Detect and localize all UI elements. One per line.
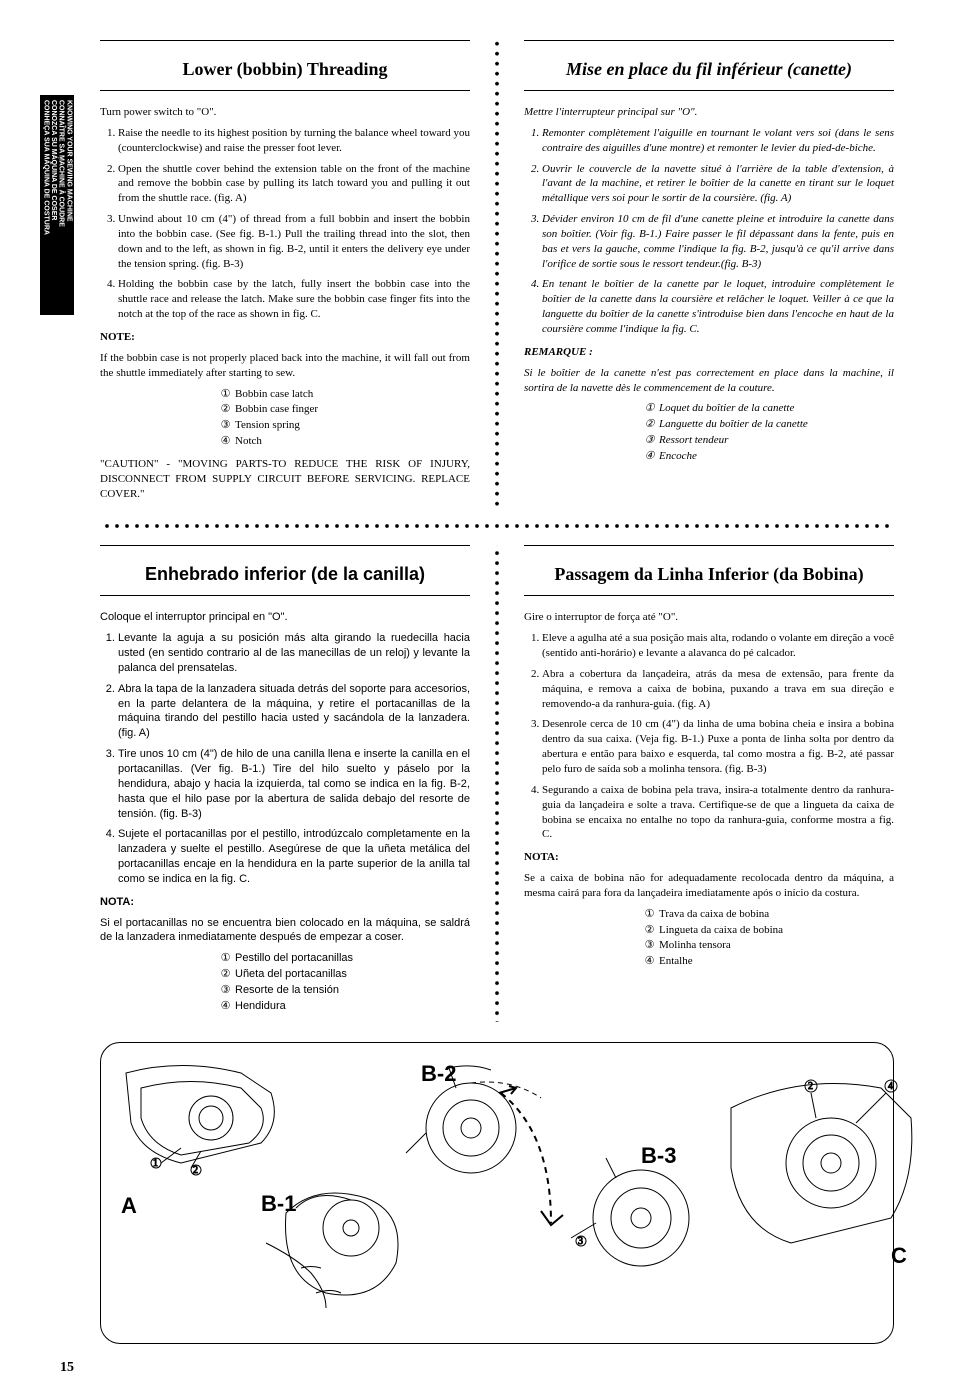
step-es-1: Levante la aguja a su posición más alta … xyxy=(118,631,470,676)
svg-text:4: 4 xyxy=(888,1081,893,1092)
step-fr-2: Ouvrir le couvercle de la navette situé … xyxy=(542,162,894,207)
step-es-3: Tire unos 10 cm (4") de hilo de una cani… xyxy=(118,747,470,821)
step-fr-1: Remonter complètement l'aiguille en tour… xyxy=(542,126,894,156)
legend-pt: ①Trava da caixa de bobina ②Lingueta da c… xyxy=(644,907,894,969)
step-pt-3: Desenrole cerca de 10 cm (4") da linha d… xyxy=(542,717,894,776)
horizontal-divider xyxy=(100,523,894,529)
title-en: Lower (bobbin) Threading xyxy=(100,53,470,86)
sidebar-line4: CONHEÇA SUA MÁQUINA DE COSTURA xyxy=(42,100,50,310)
figure-a: 1 2 xyxy=(121,1063,291,1183)
steps-fr: Remonter complètement l'aiguille en tour… xyxy=(524,126,894,337)
note-label-en: NOTE: xyxy=(100,330,470,345)
note-label-pt: NOTA: xyxy=(524,850,894,865)
vertical-divider-bottom xyxy=(494,545,500,1021)
figure-c: 2 4 xyxy=(721,1068,921,1268)
step-es-4: Sujete el portacanillas por el pestillo,… xyxy=(118,827,470,886)
fig-label-c: C xyxy=(891,1243,907,1269)
legend-fr: ①Loquet du boîtier de la canette ②Langue… xyxy=(644,401,894,463)
svg-text:2: 2 xyxy=(808,1081,813,1092)
caution-en: "CAUTION" - "MOVING PARTS-TO REDUCE THE … xyxy=(100,457,470,502)
sidebar-line2: CONNAÎTRE SA MACHINE À COUDRE xyxy=(57,100,65,310)
steps-es: Levante la aguja a su posición más alta … xyxy=(100,631,470,887)
legend-es: ①Pestillo del portacanillas ②Uñeta del p… xyxy=(220,951,470,1013)
svg-text:1: 1 xyxy=(153,1158,158,1169)
step-pt-1: Eleve a agulha até a sua posição mais al… xyxy=(542,631,894,661)
intro-es: Coloque el interruptor principal en "O". xyxy=(100,610,470,625)
svg-text:2: 2 xyxy=(193,1165,198,1176)
note-label-fr: REMARQUE : xyxy=(524,345,894,360)
title-pt: Passagem da Linha Inferior (da Bobina) xyxy=(524,558,894,591)
step-en-3: Unwind about 10 cm (4") of thread from a… xyxy=(118,212,470,271)
fig-label-b1: B-1 xyxy=(261,1191,296,1217)
step-pt-2: Abra a cobertura da lançadeira, atrás da… xyxy=(542,667,894,712)
step-en-4: Holding the bobbin case by the latch, fu… xyxy=(118,277,470,322)
fig-label-b2: B-2 xyxy=(421,1061,456,1087)
figure-box: 1 2 A B-1 B-2 xyxy=(100,1042,894,1344)
intro-en: Turn power switch to "O". xyxy=(100,105,470,120)
note-text-en: If the bobbin case is not properly place… xyxy=(100,351,470,381)
step-en-1: Raise the needle to its highest position… xyxy=(118,126,470,156)
fig-label-b3: B-3 xyxy=(641,1143,676,1169)
title-fr: Mise en place du fil inférieur (canette) xyxy=(524,53,894,86)
step-en-2: Open the shuttle cover behind the extens… xyxy=(118,162,470,207)
intro-pt: Gire o interruptor de força até "O". xyxy=(524,610,894,625)
legend-en: ①Bobbin case latch ②Bobbin case finger ③… xyxy=(220,387,470,449)
note-text-pt: Se a caixa de bobina não for adequadamen… xyxy=(524,871,894,901)
note-label-es: NOTA: xyxy=(100,895,470,910)
page-number: 15 xyxy=(60,1360,894,1376)
intro-fr: Mettre l'interrupteur principal sur "O". xyxy=(524,105,894,120)
steps-en: Raise the needle to its highest position… xyxy=(100,126,470,322)
fig-label-a: A xyxy=(121,1193,137,1219)
step-fr-4: En tenant le boîtier de la canette par l… xyxy=(542,277,894,336)
note-text-es: Si el portacanillas no se encuentra bien… xyxy=(100,916,470,946)
step-pt-4: Segurando a caixa de bobina pela trava, … xyxy=(542,783,894,842)
svg-text:3: 3 xyxy=(578,1236,583,1247)
sidebar-line3: CONOZCA SU MÁQUINA DE COSER xyxy=(49,100,57,310)
sidebar-tab: CONHEÇA SUA MÁQUINA DE COSTURA CONOZCA S… xyxy=(40,95,74,315)
vertical-divider-top xyxy=(494,40,500,507)
step-fr-3: Dévider environ 10 cm de fil d'une canet… xyxy=(542,212,894,271)
step-es-2: Abra la tapa de la lanzadera situada det… xyxy=(118,682,470,741)
steps-pt: Eleve a agulha até a sua posição mais al… xyxy=(524,631,894,842)
title-es: Enhebrado inferior (de la canilla) xyxy=(100,558,470,591)
note-text-fr: Si le boîtier de la canette n'est pas co… xyxy=(524,366,894,396)
sidebar-line1: KNOWING YOUR SEWING MACHINE xyxy=(65,100,73,310)
